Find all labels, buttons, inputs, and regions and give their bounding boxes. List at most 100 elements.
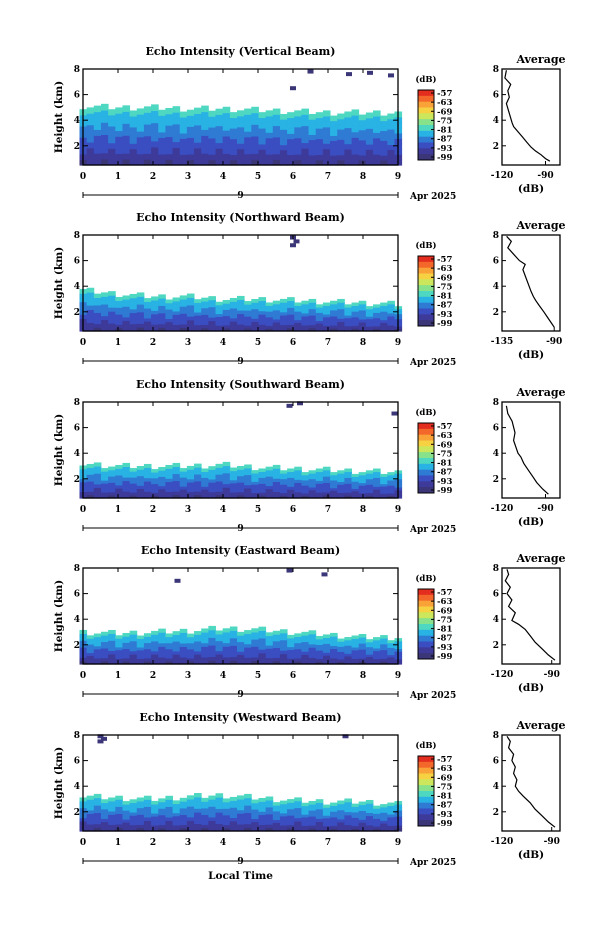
colorbar-unit: (dB) — [415, 240, 436, 251]
heatmap-cell — [151, 310, 159, 315]
heatmap-cell — [158, 488, 166, 493]
heatmap-cell — [151, 637, 159, 642]
heatmap-cell — [129, 630, 138, 635]
heatmap-cell — [272, 114, 281, 121]
heatmap-cell — [215, 812, 224, 817]
heatmap-cell — [179, 489, 188, 493]
heatmap-cell — [122, 462, 131, 468]
heatmap-cell — [315, 802, 324, 807]
heatmap-cell — [136, 119, 145, 126]
heatmap-cell — [265, 159, 274, 166]
heatmap-cell — [387, 647, 395, 651]
heatmap-cell — [115, 464, 123, 469]
heatmap-cell — [322, 828, 331, 832]
heatmap-cell — [179, 148, 188, 155]
heatmap-cell — [387, 309, 395, 314]
heatmap-cell — [315, 314, 324, 319]
heatmap-cell — [229, 314, 238, 319]
x-tick-label: 3 — [185, 338, 191, 348]
heatmap-cell — [279, 139, 288, 146]
heatmap-cell — [272, 819, 281, 823]
heatmap-cell — [301, 136, 310, 144]
heatmap-cell — [315, 818, 324, 823]
heatmap-cell — [365, 646, 374, 650]
heatmap-cell — [179, 824, 188, 829]
heatmap-cell — [151, 480, 159, 485]
heatmap-cell — [115, 471, 123, 476]
heatmap-cell — [308, 821, 317, 826]
heatmap-cell — [201, 660, 209, 665]
heatmap-cell — [122, 129, 131, 136]
colorbar-frame — [417, 255, 435, 327]
heatmap-cell — [315, 492, 324, 496]
colorbar-tick-label: -81 — [437, 792, 452, 802]
heatmap-cell — [337, 653, 345, 657]
heatmap-cell — [100, 474, 109, 478]
heatmap-cell — [136, 649, 145, 654]
heatmap-cell — [222, 814, 231, 819]
heatmap-cell — [330, 636, 338, 640]
heatmap-cell — [287, 468, 295, 473]
heatmap-cell — [215, 637, 224, 642]
heatmap-cell — [294, 642, 302, 647]
heatmap-cell — [373, 126, 381, 133]
heatmap-cell — [208, 478, 216, 483]
heatmap-cell — [244, 328, 252, 332]
heatmap-cell — [229, 800, 238, 805]
heatmap-cell — [115, 141, 123, 149]
heatmap-cell — [294, 137, 302, 144]
heatmap-cell — [165, 468, 174, 473]
colorbar-segment — [418, 273, 434, 280]
heatmap-cell — [222, 642, 231, 647]
colorbar-segment — [418, 267, 434, 274]
heatmap-cell — [344, 655, 352, 660]
chart-panel-2: Echo Intensity (Southward Beam)0 1 2 3 4 5 6 7 8… — [53, 378, 566, 535]
heatmap-cell — [143, 816, 152, 822]
colorbar-tick-label: -99 — [437, 819, 452, 829]
heatmap-cell — [186, 469, 195, 473]
heatmap-cell — [308, 815, 317, 820]
heatmap-cell — [387, 825, 395, 829]
heatmap-cell — [100, 631, 109, 636]
heatmap-cell — [201, 123, 209, 130]
y-tick-label: 4 — [74, 782, 80, 792]
heatmap-cell — [287, 655, 295, 659]
heatmap-cell — [108, 633, 116, 638]
heatmap-cell — [129, 301, 138, 306]
panel-title: Echo Intensity (Southward Beam) — [136, 378, 345, 391]
heatmap-cell — [229, 491, 238, 496]
heatmap-cell — [337, 475, 345, 480]
heatmap-cell — [129, 468, 138, 472]
heatmap-cell — [279, 159, 288, 166]
heatmap-cell — [151, 486, 159, 490]
heatmap-cell — [186, 293, 195, 298]
heatmap-cell — [165, 654, 174, 659]
heatmap-cell — [373, 121, 381, 128]
heatmap-cell — [279, 470, 288, 474]
heatmap-cell — [294, 639, 302, 644]
heatmap-cell — [337, 113, 345, 120]
heatmap-cell — [272, 647, 281, 652]
heatmap-cell — [179, 468, 188, 472]
heatmap-cell — [351, 646, 360, 651]
heatmap-cell — [165, 147, 174, 155]
heatmap-cell — [86, 646, 95, 651]
heatmap-cell — [179, 814, 188, 819]
heatmap-cell — [115, 107, 123, 114]
heatmap-cell — [251, 656, 259, 662]
heatmap-cell — [279, 154, 288, 161]
heatmap-cell — [358, 474, 367, 478]
heatmap-cell — [287, 646, 295, 651]
heatmap-cell — [108, 827, 116, 832]
x-tick-label: 9 — [395, 338, 401, 348]
heatmap-cell — [208, 795, 216, 800]
heatmap-cell — [115, 823, 123, 829]
heatmap-cell — [115, 646, 123, 651]
heatmap-cell — [330, 485, 338, 489]
heatmap-cell — [251, 130, 259, 137]
heatmap-cell — [143, 484, 152, 489]
heatmap-cell — [315, 306, 324, 311]
heatmap-cell — [287, 818, 295, 823]
heatmap-cell — [143, 314, 152, 319]
heatmap-cell — [287, 300, 295, 305]
